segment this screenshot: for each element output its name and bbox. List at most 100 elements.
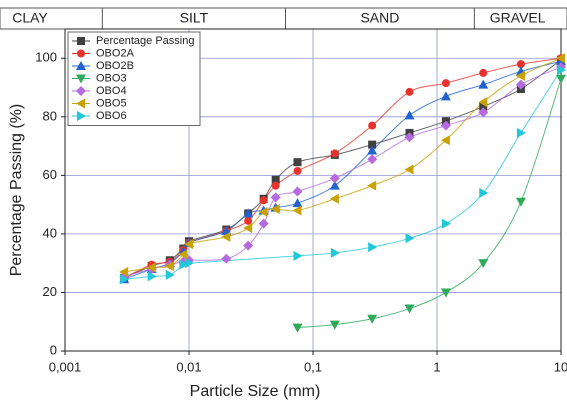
legend-label: OBO6	[96, 110, 127, 122]
point	[368, 242, 378, 253]
point	[329, 173, 340, 184]
point	[556, 53, 565, 64]
legend-marker	[77, 111, 86, 121]
point	[367, 314, 378, 324]
point	[330, 247, 340, 258]
point	[244, 216, 253, 225]
legend-label: OBO2B	[96, 60, 134, 72]
point	[478, 107, 489, 118]
point	[478, 259, 489, 269]
y-tick-label: 60	[43, 167, 57, 182]
point	[479, 187, 489, 198]
point	[556, 74, 566, 84]
point	[179, 259, 189, 270]
y-tick-label: 20	[43, 284, 57, 299]
point	[292, 205, 302, 216]
point	[515, 79, 526, 90]
x-tick-label: 1	[433, 359, 440, 374]
point	[440, 135, 450, 146]
point	[293, 158, 302, 167]
point	[293, 166, 302, 175]
point	[440, 120, 451, 131]
y-tick-label: 40	[43, 225, 57, 240]
legend-label: OBO4	[96, 85, 127, 97]
x-tick-label: 0,01	[176, 359, 201, 374]
point	[516, 127, 526, 138]
point	[367, 154, 378, 165]
point	[270, 204, 280, 215]
legend-marker	[77, 37, 85, 45]
legend-label: OBO3	[96, 72, 127, 84]
point	[515, 70, 525, 81]
point	[329, 320, 340, 330]
point	[516, 60, 525, 69]
legend-marker	[76, 61, 86, 70]
zone-label: CLAY	[12, 10, 48, 26]
point	[367, 145, 378, 155]
point	[405, 233, 415, 244]
series-line	[297, 78, 562, 329]
point	[271, 175, 280, 184]
zone-label: SILT	[180, 10, 209, 26]
point	[367, 180, 377, 191]
point	[368, 140, 377, 149]
x-tick-label: 10	[554, 359, 567, 374]
legend-label: OBO5	[96, 97, 127, 109]
legend-label: OBO2A	[96, 47, 135, 59]
point	[368, 121, 377, 130]
point	[478, 79, 489, 89]
point	[329, 180, 340, 190]
zone-label: GRAVEL	[490, 10, 546, 26]
point	[515, 197, 526, 207]
point	[221, 231, 231, 242]
point	[329, 193, 339, 204]
legend-marker	[76, 98, 85, 109]
point	[185, 258, 194, 269]
zone-band	[0, 7, 567, 30]
point	[440, 91, 451, 101]
point	[479, 68, 488, 77]
legend-marker	[76, 74, 86, 84]
point	[404, 132, 415, 143]
point	[292, 186, 303, 197]
point	[270, 192, 281, 203]
point	[293, 250, 303, 261]
point	[164, 261, 174, 272]
y-tick-label: 0	[50, 342, 57, 357]
x-tick-label: 0,001	[49, 359, 82, 374]
point	[258, 206, 268, 217]
point	[292, 323, 303, 333]
point	[271, 181, 280, 190]
point	[292, 198, 303, 208]
zone-label: SAND	[360, 10, 399, 26]
legend-marker	[76, 86, 86, 96]
y-tick-label: 80	[43, 108, 57, 123]
point	[440, 288, 451, 298]
point	[404, 304, 415, 314]
legend-label: Percentage Passing	[96, 35, 194, 47]
x-tick-label: 0,1	[304, 359, 322, 374]
point	[243, 240, 254, 251]
point	[259, 196, 268, 205]
point	[479, 102, 488, 111]
y-tick-label: 100	[35, 50, 57, 65]
point	[243, 223, 253, 234]
point	[330, 149, 339, 158]
point	[184, 239, 193, 250]
point	[165, 269, 175, 280]
x-axis-label: Particle Size (mm)	[190, 383, 321, 400]
point	[557, 64, 566, 75]
plot-frame	[64, 28, 562, 352]
point	[120, 274, 130, 285]
point	[404, 110, 415, 120]
point	[243, 208, 254, 218]
point	[119, 266, 129, 277]
point	[221, 253, 232, 264]
point	[441, 218, 451, 229]
point	[147, 271, 157, 282]
point	[178, 249, 188, 260]
y-axis-label: Percentage Passing (%)	[8, 104, 25, 277]
legend-marker	[77, 49, 85, 58]
